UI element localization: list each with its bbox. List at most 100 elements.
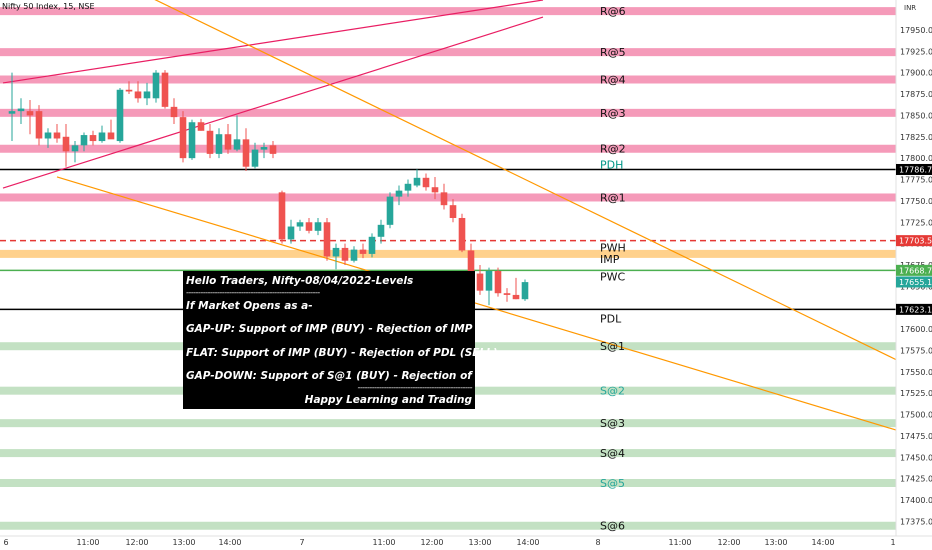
candle-body bbox=[260, 147, 268, 150]
level-label-r-6: R@6 bbox=[600, 5, 626, 18]
level-label-pwc: PWC bbox=[600, 270, 626, 283]
price-tag-label: 17655.15 bbox=[899, 278, 932, 287]
x-tick-label: 13:00 bbox=[172, 538, 195, 547]
price-tag bbox=[896, 235, 932, 247]
candle-body bbox=[197, 122, 205, 131]
y-tick-label: 17875.00 bbox=[900, 90, 932, 99]
x-tick-label: 1 bbox=[890, 538, 895, 547]
candle-body bbox=[278, 192, 286, 240]
candle-body bbox=[17, 108, 25, 112]
level-label-pdl: PDL bbox=[600, 312, 622, 325]
price-tag-label: 17668.75 bbox=[899, 266, 932, 275]
y-tick-label: 17525.00 bbox=[900, 389, 932, 398]
x-tick-label: 7 bbox=[299, 538, 304, 547]
candle-body bbox=[215, 134, 223, 154]
y-tick-label: 17800.00 bbox=[900, 154, 932, 163]
candle-body bbox=[161, 72, 169, 107]
x-tick-label: 13:00 bbox=[468, 538, 491, 547]
y-tick-label: 17750.00 bbox=[900, 197, 932, 206]
candle-body bbox=[314, 222, 322, 231]
candle-body bbox=[35, 111, 43, 139]
level-band-s-3 bbox=[0, 419, 896, 428]
level-label-r-2: R@2 bbox=[600, 143, 626, 156]
y-tick-label: 17550.00 bbox=[900, 368, 932, 377]
candle-body bbox=[341, 247, 349, 261]
level-label-s-6: S@6 bbox=[600, 520, 625, 533]
candle-body bbox=[377, 224, 385, 237]
level-label-r-4: R@4 bbox=[600, 74, 626, 87]
candle-body bbox=[404, 183, 412, 191]
candle-body bbox=[431, 187, 439, 193]
candle-body bbox=[152, 72, 160, 99]
candle-body bbox=[62, 136, 70, 152]
x-tick-label: 12:00 bbox=[717, 538, 740, 547]
trendline-3 bbox=[154, 0, 896, 361]
candle-body bbox=[296, 222, 304, 227]
candle-body bbox=[125, 89, 133, 92]
candle-body bbox=[53, 132, 61, 139]
level-label-r-1: R@1 bbox=[600, 191, 626, 204]
price-tag bbox=[896, 264, 932, 276]
candle-body bbox=[8, 111, 16, 114]
candle-body bbox=[269, 145, 277, 154]
currency-label: INR bbox=[904, 4, 917, 12]
candle-body bbox=[332, 247, 340, 257]
x-tick-label: 14:00 bbox=[811, 538, 834, 547]
x-tick-label: 12:00 bbox=[125, 538, 148, 547]
trading-note-box[interactable]: Hello Traders, Nifty-08/04/2022-Levels -… bbox=[183, 271, 540, 409]
x-tick-label: 11:00 bbox=[668, 538, 691, 547]
candle-body bbox=[494, 270, 502, 294]
y-tick-label: 17825.00 bbox=[900, 133, 932, 142]
candle-body bbox=[467, 250, 475, 274]
level-label-r-3: R@3 bbox=[600, 107, 626, 120]
level-band-r-4 bbox=[0, 75, 896, 84]
y-tick-label: 17475.00 bbox=[900, 432, 932, 441]
y-tick-label: 17375.00 bbox=[900, 517, 932, 526]
candle-body bbox=[179, 117, 187, 159]
x-tick-label: 11:00 bbox=[76, 538, 99, 547]
candle-body bbox=[359, 249, 367, 254]
note-gap-down: GAP-DOWN: Support of S@1 (BUY) - Rejecti… bbox=[186, 370, 540, 382]
candle-body bbox=[485, 270, 493, 291]
level-band-r-5 bbox=[0, 48, 896, 57]
note-divider-bottom: ----------------------------------------… bbox=[357, 383, 472, 392]
level-label-s-1: S@1 bbox=[600, 340, 625, 353]
candle-body bbox=[449, 205, 457, 218]
note-title: Hello Traders, Nifty-08/04/2022-Levels bbox=[186, 275, 414, 287]
candle-body bbox=[134, 91, 142, 99]
x-tick-label: 14:00 bbox=[218, 538, 241, 547]
candle-body bbox=[323, 222, 331, 257]
candle-body bbox=[89, 135, 97, 142]
note-gap-up: GAP-UP: Support of IMP (BUY) - Rejection… bbox=[186, 323, 514, 335]
level-label-imp: IMP bbox=[600, 253, 620, 266]
price-tag bbox=[896, 303, 932, 315]
candle-body bbox=[116, 89, 124, 142]
level-label-s-4: S@4 bbox=[600, 447, 625, 460]
note-divider-top: ----------------------------------------… bbox=[186, 288, 320, 297]
level-band-s-4 bbox=[0, 449, 896, 458]
price-tag bbox=[896, 163, 932, 175]
candle-body bbox=[512, 294, 520, 300]
level-band-r-1 bbox=[0, 193, 896, 202]
y-tick-label: 17850.00 bbox=[900, 111, 932, 120]
y-tick-label: 17400.00 bbox=[900, 496, 932, 505]
trendline-1 bbox=[2, 0, 544, 84]
candle-body bbox=[224, 134, 232, 150]
note-flat: FLAT: Support of IMP (BUY) - Rejection o… bbox=[186, 347, 498, 359]
candle-body bbox=[440, 192, 448, 206]
candle-body bbox=[422, 177, 430, 188]
y-tick-label: 17725.00 bbox=[900, 218, 932, 227]
y-tick-label: 17925.00 bbox=[900, 47, 932, 56]
trendline-2 bbox=[2, 16, 544, 189]
x-tick-label: 11:00 bbox=[372, 538, 395, 547]
candle-body bbox=[305, 222, 313, 231]
level-band-imp bbox=[0, 249, 896, 258]
level-label-s-2: S@2 bbox=[600, 385, 625, 398]
candle-body bbox=[287, 226, 295, 240]
x-tick-label: 13:00 bbox=[764, 538, 787, 547]
candle-body bbox=[368, 236, 376, 254]
level-band-s-6 bbox=[0, 521, 896, 530]
trendline-4 bbox=[56, 176, 896, 431]
level-label-pdh: PDH bbox=[600, 158, 623, 171]
